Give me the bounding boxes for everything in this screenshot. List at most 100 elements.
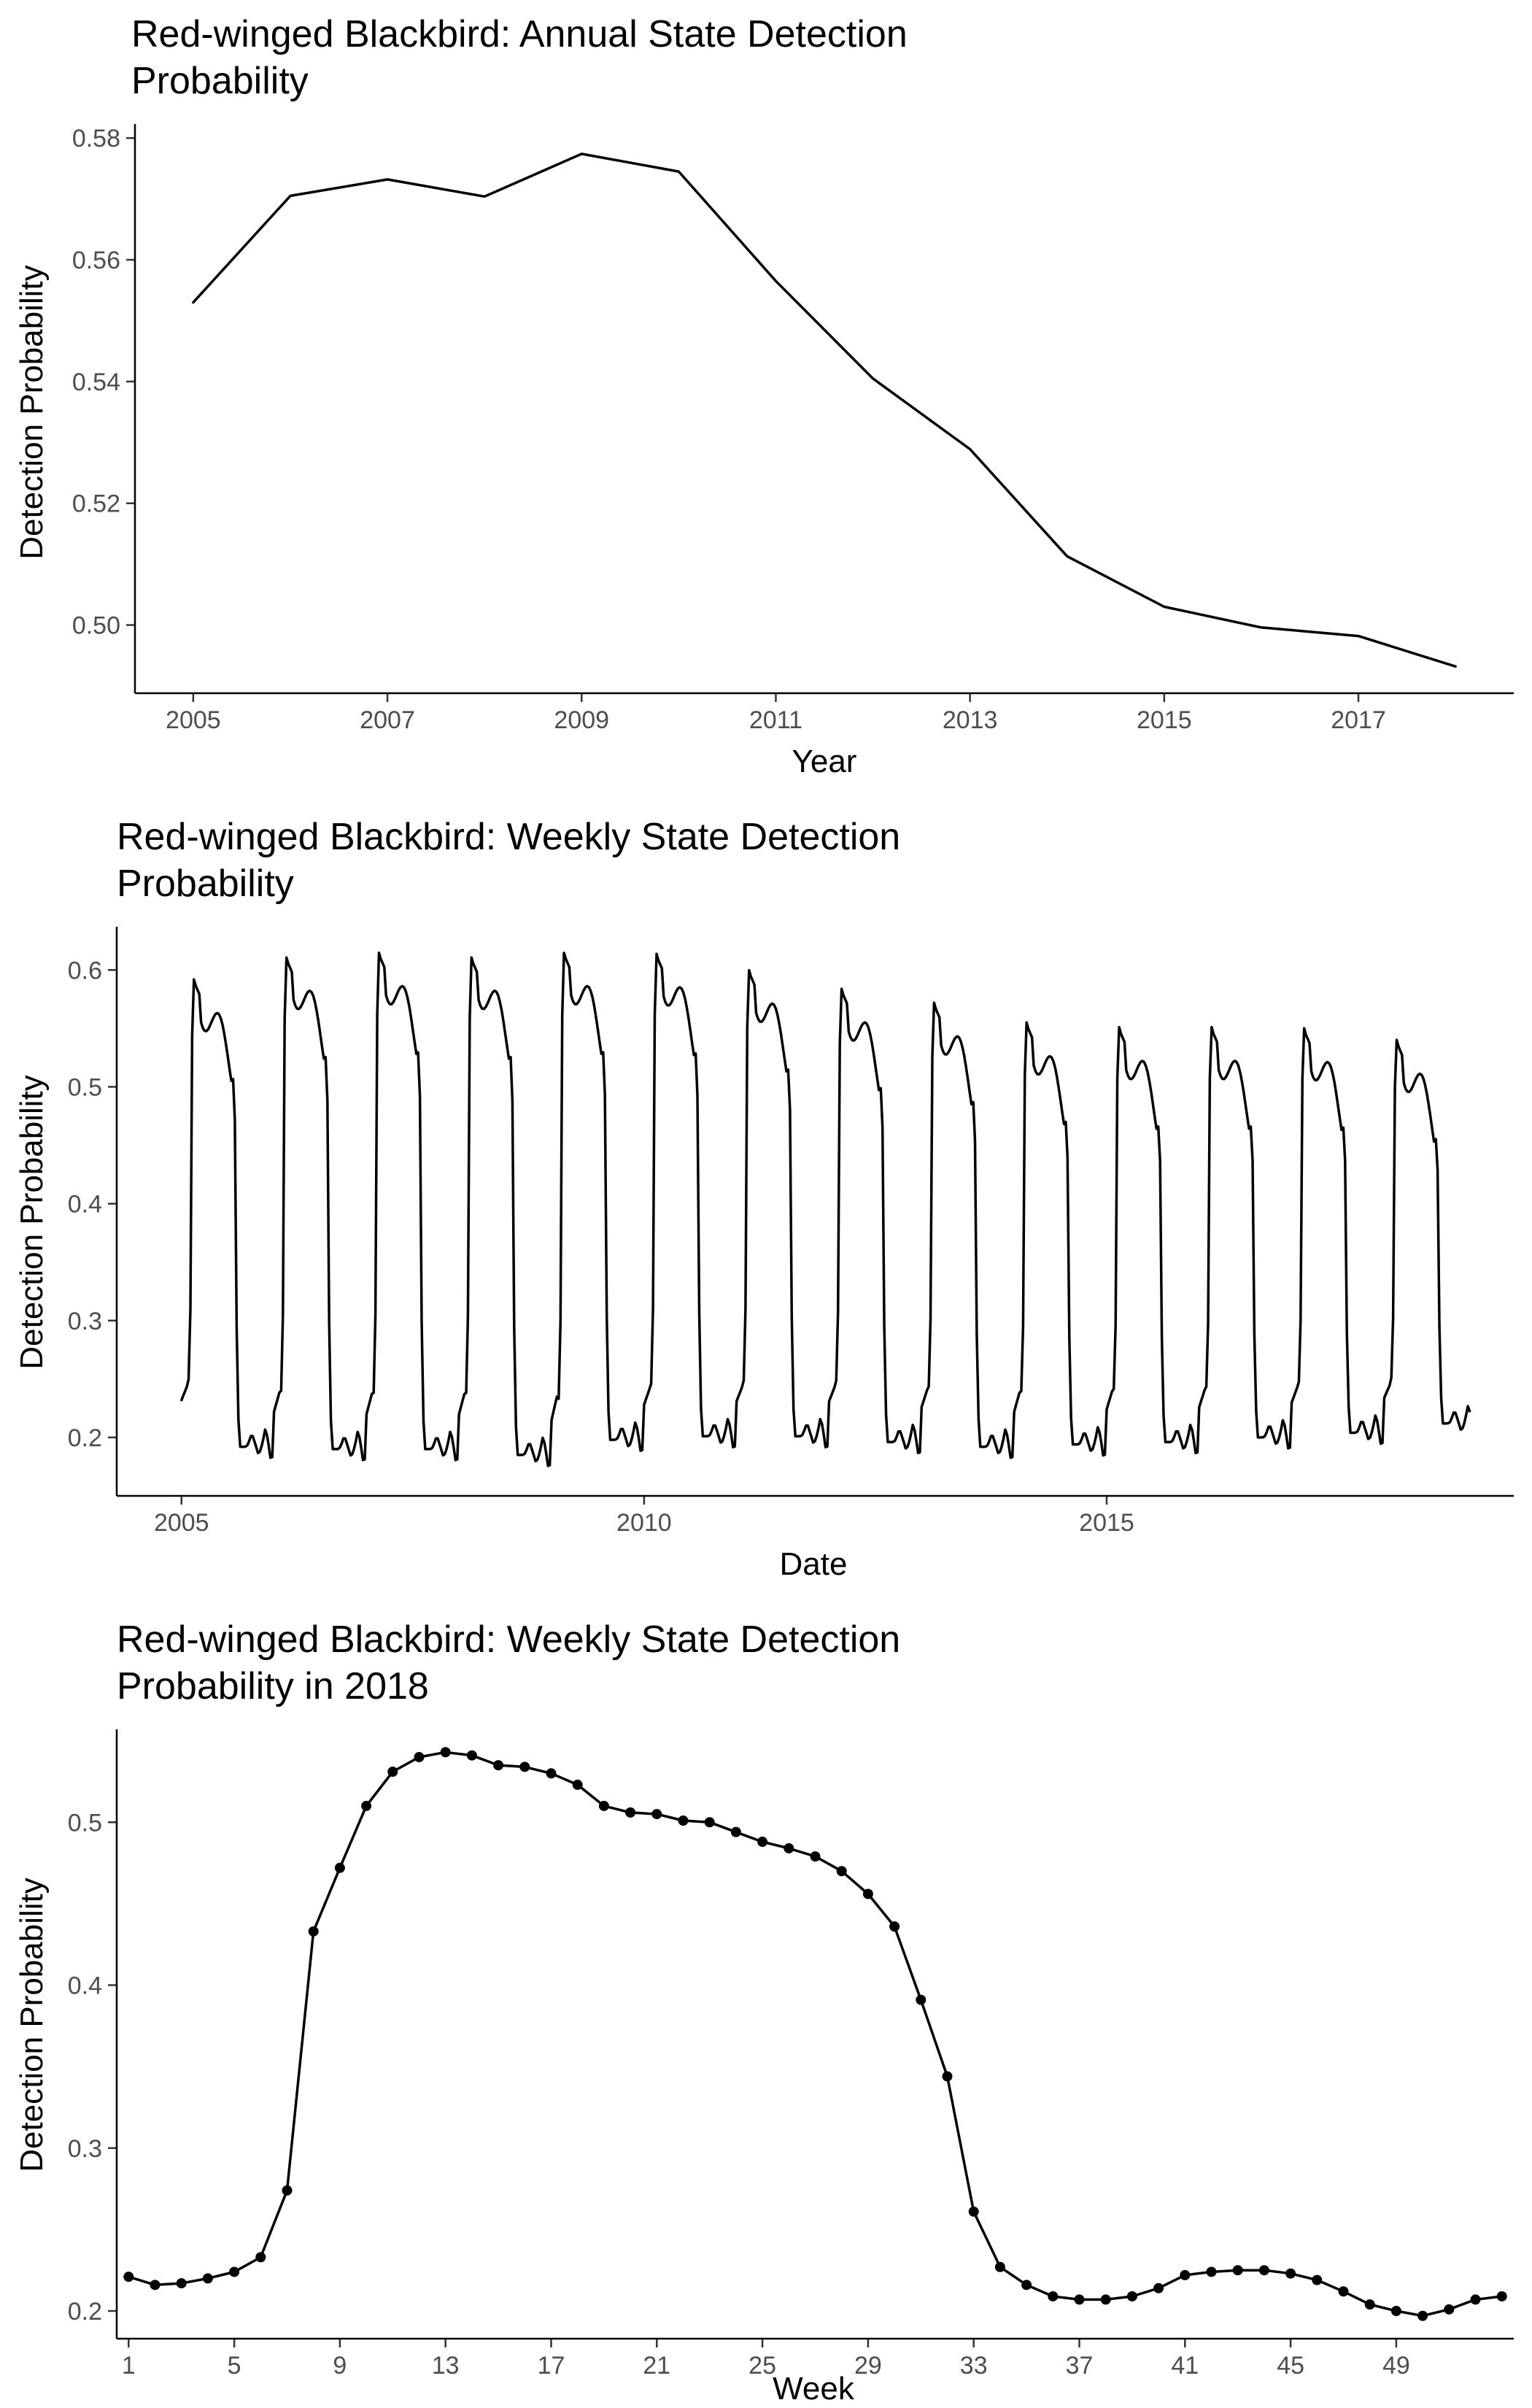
x-axis-title: Year xyxy=(792,744,857,779)
chart-title-line-2: Probability xyxy=(117,863,294,905)
x-tick-label: 2013 xyxy=(943,706,998,734)
x-tick-label: 5 xyxy=(228,2352,241,2380)
data-point xyxy=(1470,2294,1481,2305)
y-tick-label: 0.6 xyxy=(68,957,102,984)
data-point xyxy=(1074,2294,1085,2305)
data-point xyxy=(1258,2265,1269,2276)
y-axis-title: Detection Probability xyxy=(14,265,50,560)
x-tick-label: 41 xyxy=(1171,2352,1199,2380)
data-point xyxy=(1417,2310,1428,2321)
x-tick-label: 37 xyxy=(1066,2352,1094,2380)
weekly-chart-svg: Red-winged Blackbird: Weekly State Detec… xyxy=(14,816,1514,1582)
data-point xyxy=(1444,2304,1455,2315)
y-tick-label: 0.54 xyxy=(72,368,120,396)
y-tick-label: 0.50 xyxy=(72,612,120,640)
data-point xyxy=(889,1921,900,1932)
x-tick-label: 21 xyxy=(643,2352,670,2380)
data-point xyxy=(493,1760,504,1771)
x-axis-title: Date xyxy=(780,1546,848,1582)
x-tick-label: 2005 xyxy=(154,1509,209,1537)
y-axis-title: Detection Probability xyxy=(14,1878,50,2172)
y-axis-title: Detection Probability xyxy=(14,1075,50,1370)
annual-chart-panel: Red-winged Blackbird: Annual State Detec… xyxy=(0,0,1532,803)
data-point xyxy=(255,2252,266,2263)
data-point xyxy=(1312,2274,1323,2285)
data-point xyxy=(176,2278,187,2289)
data-point xyxy=(519,1761,530,1772)
data-point xyxy=(440,1747,451,1758)
data-point xyxy=(1048,2291,1059,2301)
x-tick-label: 2010 xyxy=(616,1509,672,1537)
series-line xyxy=(180,952,1471,1467)
y-tick-label: 0.5 xyxy=(68,1073,102,1101)
x-tick-label: 9 xyxy=(333,2352,347,2380)
data-point xyxy=(994,2261,1005,2272)
y-tick-label: 0.2 xyxy=(68,2298,102,2326)
y-tick-label: 0.2 xyxy=(68,1424,102,1452)
data-point xyxy=(202,2273,213,2284)
chart-title-line-1: Red-winged Blackbird: Weekly State Detec… xyxy=(117,816,900,858)
data-point xyxy=(968,2206,979,2217)
week2018-chart-svg: Red-winged Blackbird: Weekly State Detec… xyxy=(14,1618,1514,2407)
x-tick-label: 2015 xyxy=(1137,706,1192,734)
data-point xyxy=(704,1817,715,1828)
data-point xyxy=(836,1866,847,1877)
x-tick-label: 29 xyxy=(854,2352,882,2380)
data-point xyxy=(810,1851,821,1862)
data-point xyxy=(598,1800,609,1811)
x-tick-label: 49 xyxy=(1382,2352,1410,2380)
series-line xyxy=(127,1751,1504,2318)
x-tick-label: 2007 xyxy=(360,706,415,734)
data-point xyxy=(1232,2265,1243,2276)
data-point xyxy=(651,1809,662,1820)
data-point xyxy=(466,1750,477,1761)
x-tick-label: 13 xyxy=(432,2352,460,2380)
data-point xyxy=(150,2280,160,2291)
data-point xyxy=(942,2071,953,2082)
y-tick-label: 0.5 xyxy=(68,1809,102,1837)
data-point xyxy=(1285,2268,1296,2279)
chart-title-line-2: Probability in 2018 xyxy=(117,1665,429,1707)
x-tick-label: 45 xyxy=(1277,2352,1304,2380)
data-point xyxy=(387,1767,398,1778)
data-point xyxy=(625,1807,636,1818)
data-point xyxy=(1206,2266,1217,2277)
data-point xyxy=(123,2272,134,2282)
y-tick-label: 0.52 xyxy=(72,490,120,518)
data-point xyxy=(308,1926,319,1937)
data-point xyxy=(1180,2269,1191,2280)
data-point xyxy=(229,2266,240,2277)
data-point xyxy=(784,1842,794,1853)
x-tick-label: 17 xyxy=(538,2352,565,2380)
x-tick-label: 2017 xyxy=(1331,706,1386,734)
x-tick-label: 1 xyxy=(122,2352,136,2380)
chart-title-line-2: Probability xyxy=(131,60,309,102)
data-point xyxy=(678,1815,689,1826)
x-axis-title: Week xyxy=(773,2371,855,2407)
chart-title-line-1: Red-winged Blackbird: Weekly State Detec… xyxy=(117,1618,900,1661)
data-point xyxy=(546,1768,557,1779)
data-point xyxy=(361,1800,372,1811)
data-point xyxy=(1021,2280,1032,2291)
data-point xyxy=(1390,2306,1401,2317)
data-point xyxy=(572,1779,583,1790)
x-tick-label: 2011 xyxy=(749,706,802,734)
data-point xyxy=(862,1888,873,1899)
x-tick-label: 2005 xyxy=(166,706,221,734)
data-point xyxy=(1153,2282,1164,2293)
data-point xyxy=(757,1837,768,1848)
weekly-chart-panel: Red-winged Blackbird: Weekly State Detec… xyxy=(0,803,1532,1605)
series-line xyxy=(192,153,1457,668)
data-point xyxy=(1100,2294,1111,2305)
x-tick-label: 33 xyxy=(960,2352,988,2380)
chart-title-line-1: Red-winged Blackbird: Annual State Detec… xyxy=(131,13,908,55)
week2018-chart-panel: Red-winged Blackbird: Weekly State Detec… xyxy=(0,1605,1532,2408)
y-tick-label: 0.4 xyxy=(68,1191,102,1219)
data-point xyxy=(414,1751,425,1762)
data-point xyxy=(334,1862,345,1873)
x-tick-label: 2015 xyxy=(1079,1509,1134,1537)
data-point xyxy=(282,2185,293,2196)
data-point xyxy=(1338,2286,1349,2297)
data-point xyxy=(916,1994,926,2005)
y-tick-label: 0.3 xyxy=(68,2135,102,2163)
